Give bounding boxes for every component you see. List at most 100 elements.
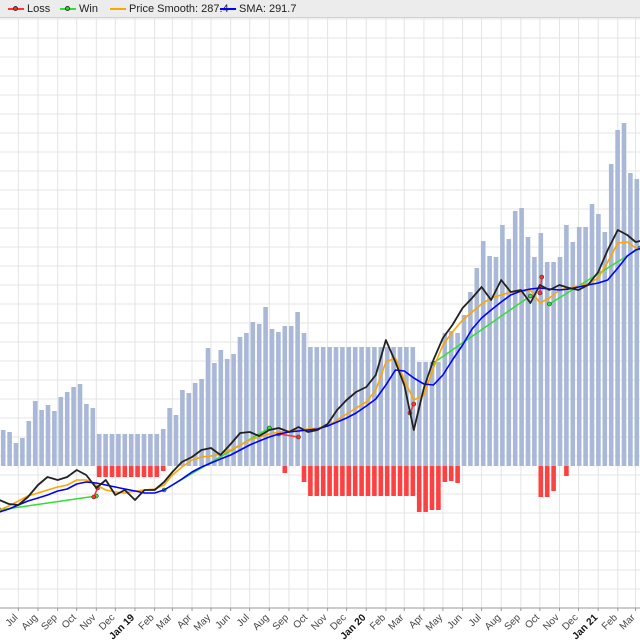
legend-item-win[interactable]: Win [60, 2, 98, 15]
bar-negative [365, 466, 371, 496]
x-tick-label: May [192, 612, 213, 633]
bar-positive [404, 347, 409, 466]
bar-positive [250, 322, 256, 466]
bar-negative [314, 466, 320, 496]
bar-negative [410, 466, 416, 496]
win-trade-marker [547, 301, 552, 307]
bar-negative [160, 466, 166, 471]
bar-negative [448, 466, 454, 481]
bar-positive [397, 347, 403, 466]
bar-positive [448, 331, 454, 466]
x-tick-label: Sep [39, 612, 60, 633]
bar-negative [429, 466, 435, 510]
bar-positive [519, 208, 524, 466]
bar-positive [231, 354, 236, 466]
legend-label-win: Win [79, 2, 98, 15]
legend-item-price-smooth[interactable]: Price Smooth: 287.4 [110, 2, 229, 15]
x-tick-label: Nov [78, 612, 98, 632]
bar-negative [551, 466, 556, 491]
x-tick-label: Aug [20, 612, 40, 632]
x-tick-label: Aug [251, 612, 271, 632]
bar-positive [340, 347, 345, 466]
loss-line-marker-icon [8, 2, 24, 15]
bar-positive [480, 241, 486, 466]
bar-positive [256, 324, 262, 466]
bar-positive [84, 404, 89, 466]
bar-positive [512, 211, 518, 466]
bar-positive [544, 262, 550, 466]
x-tick-label: Nov [309, 612, 329, 632]
bar-negative [96, 466, 102, 477]
win-trade-marker [528, 293, 533, 299]
bar-negative [116, 466, 121, 477]
bar-positive [525, 237, 531, 466]
bar-positive [352, 347, 358, 466]
loss-trade-marker [411, 401, 417, 407]
x-tick-label: Oct [291, 612, 310, 631]
bar-negative [423, 466, 428, 512]
bar-positive [487, 256, 492, 466]
bar-positive [180, 390, 185, 466]
bar-positive [154, 434, 160, 466]
bar-negative [128, 466, 134, 477]
x-tick-label: Oct [523, 612, 542, 631]
x-tick-label: Mar [618, 612, 638, 632]
bar-positive [135, 434, 140, 466]
bar-positive [71, 387, 76, 466]
bar-positive [160, 429, 166, 466]
bar-positive [416, 362, 422, 466]
bar-positive [557, 257, 563, 466]
bar-positive [244, 333, 249, 466]
bar-negative [359, 466, 364, 496]
bar-positive [493, 257, 499, 466]
bar-positive [538, 233, 544, 466]
x-tick-label: Sep [503, 612, 524, 633]
bar-positive [282, 326, 288, 466]
bar-positive [570, 242, 576, 466]
x-tick-label: Jul [235, 612, 252, 629]
bar-negative [384, 466, 390, 496]
legend-item-loss[interactable]: Loss [8, 2, 50, 15]
x-tick-label: May [424, 612, 445, 633]
bar-positive [288, 326, 294, 466]
legend-label-price-smooth: Price Smooth: 287.4 [129, 2, 229, 15]
x-tick-label: Apr [639, 612, 640, 631]
x-tick-label: Jun [446, 612, 465, 631]
bar-positive [218, 350, 224, 466]
bar-positive [26, 421, 32, 466]
bar-positive [327, 347, 332, 466]
bar-negative [544, 466, 550, 497]
bar-positive [429, 362, 435, 466]
bar-positive [436, 362, 441, 466]
bar-negative [109, 466, 115, 477]
bar-positive [628, 173, 633, 466]
loss-trade-marker [91, 494, 97, 500]
x-tick-label: Feb [137, 612, 157, 632]
bar-positive [500, 225, 505, 466]
bar-negative [340, 466, 345, 496]
bar-positive [116, 434, 121, 466]
bar-negative [416, 466, 422, 512]
bar-positive [276, 332, 281, 466]
legend-label-loss: Loss [27, 2, 51, 15]
bar-positive [423, 362, 428, 466]
bar-negative [148, 466, 153, 477]
bar-positive [96, 434, 102, 466]
bar-negative [135, 466, 140, 477]
bar-positive [77, 384, 83, 466]
bar-positive [621, 123, 627, 466]
bar-positive [308, 347, 313, 466]
bar-negative [122, 466, 128, 477]
bar-positive [372, 347, 377, 466]
bar-negative [397, 466, 403, 496]
bar-positive [359, 347, 364, 466]
bar-positive [141, 434, 147, 466]
bar-positive [295, 312, 300, 466]
bar-positive [596, 214, 601, 466]
bar-negative [455, 466, 460, 483]
legend-item-sma[interactable]: SMA: 291.7 [220, 2, 296, 15]
bar-positive [346, 347, 352, 466]
loss-trade-marker [296, 434, 301, 440]
x-tick-label: Mar [386, 612, 406, 632]
